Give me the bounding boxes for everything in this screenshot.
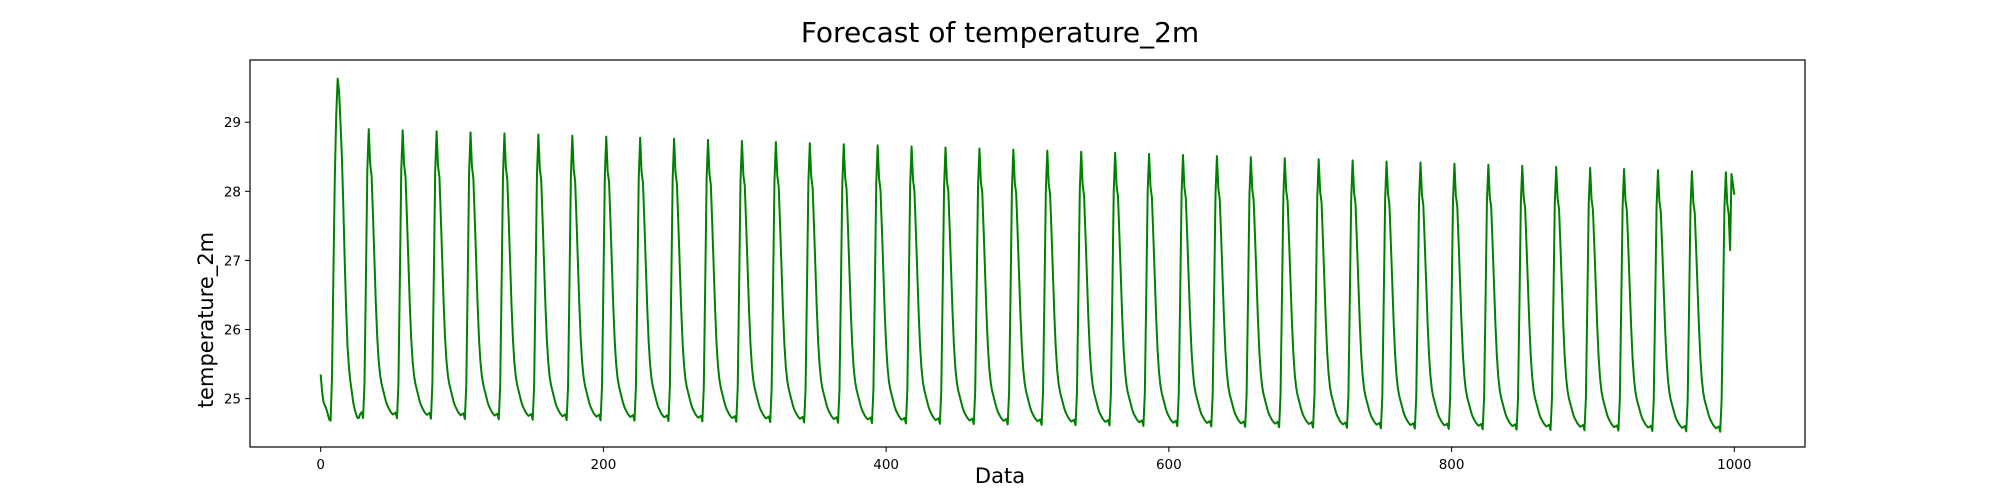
y-tick-label: 29 — [224, 115, 241, 131]
series-line — [319, 77, 1736, 433]
x-tick-label: 1000 — [1717, 457, 1751, 473]
x-axis-label: Data — [975, 464, 1025, 488]
x-tick-label: 400 — [873, 457, 899, 473]
y-tick-label: 28 — [224, 184, 241, 200]
x-tick-label: 600 — [1156, 457, 1182, 473]
axes-layer — [249, 59, 1806, 448]
x-tick-label: 200 — [591, 457, 617, 473]
ticks-layer: 0 200 400 600 800 1000 25 26 27 28 29 — [224, 115, 1752, 473]
y-tick-label: 26 — [224, 323, 241, 339]
x-tick-label: 0 — [316, 457, 325, 473]
axes-frame — [249, 59, 1806, 448]
x-tick-label: 800 — [1439, 457, 1465, 473]
line-layer — [319, 77, 1736, 433]
y-axis-label: temperature_2m — [194, 232, 219, 408]
y-tick-label: 25 — [224, 392, 241, 408]
chart-title: Forecast of temperature_2m — [801, 16, 1199, 49]
y-tick-label: 27 — [224, 253, 241, 269]
